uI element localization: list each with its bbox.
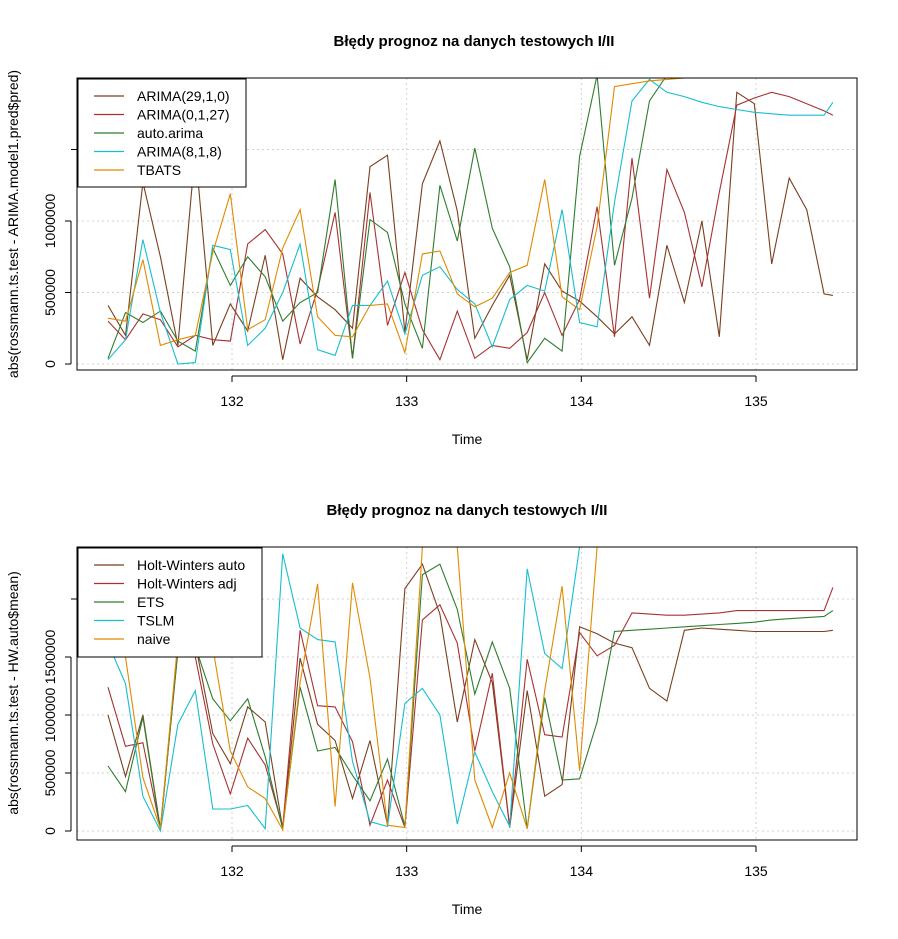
y-tick-label: 0 [42, 360, 58, 368]
y-tick-label: 0 [42, 827, 58, 835]
x-tick-label: 132 [220, 863, 244, 879]
x-tick-label: 134 [570, 863, 594, 879]
series-line-2 [107, 563, 834, 830]
legend-label: naive [137, 631, 171, 647]
x-axis-label: Time [452, 431, 483, 447]
series-line-3 [107, 547, 833, 833]
y-tick-label: 1000000 [42, 688, 58, 743]
x-tick-label: 133 [395, 863, 419, 879]
series-line-1 [107, 91, 834, 361]
chart-panel-top: Błędy prognoz na danych testowych I/II 1… [5, 33, 858, 447]
legend-label: TBATS [137, 162, 181, 178]
series-line-2 [107, 78, 833, 364]
legend-label: ARIMA(0,1,27) [137, 107, 230, 123]
x-tick-label: 135 [744, 393, 768, 409]
legend-label: ARIMA(29,1,0) [137, 88, 230, 104]
plot-area [76, 77, 858, 371]
x-axis-label: Time [452, 901, 483, 917]
chart-title: Błędy prognoz na danych testowych I/II [327, 502, 608, 519]
y-axis-label: abs(rossmann.ts.test - HW.auto$mean) [5, 571, 21, 815]
x-tick-label: 134 [570, 393, 594, 409]
series-line-4 [107, 547, 833, 832]
x-tick-label: 133 [395, 393, 419, 409]
legend-label: ETS [137, 594, 164, 610]
series-line-3 [107, 78, 834, 365]
series-line-0 [107, 563, 833, 829]
x-tick-label: 132 [220, 393, 244, 409]
legend-label: auto.arima [137, 125, 203, 141]
chart-title: Błędy prognoz na danych testowych I/II [334, 33, 615, 50]
series-line-0 [107, 91, 833, 360]
legend-label: Holt-Winters auto [137, 557, 245, 573]
chart-panel-bottom: Błędy prognoz na danych testowych I/II 1… [5, 502, 858, 917]
x-tick-label: 135 [744, 863, 768, 879]
legend-label: ARIMA(8,1,8) [137, 144, 222, 160]
y-tick-label: 1000000 [42, 194, 58, 249]
y-tick-label: 500000 [42, 749, 58, 796]
plot-area [76, 546, 858, 841]
series-line-4 [107, 78, 833, 355]
y-tick-label: 500000 [42, 269, 58, 316]
y-axis-label: abs(rossmann.ts.test - ARIMA.model1.pred… [5, 70, 21, 378]
legend-label: TSLM [137, 613, 174, 629]
legend-label: Holt-Winters adj [137, 576, 237, 592]
y-tick-label: 1500000 [42, 630, 58, 685]
